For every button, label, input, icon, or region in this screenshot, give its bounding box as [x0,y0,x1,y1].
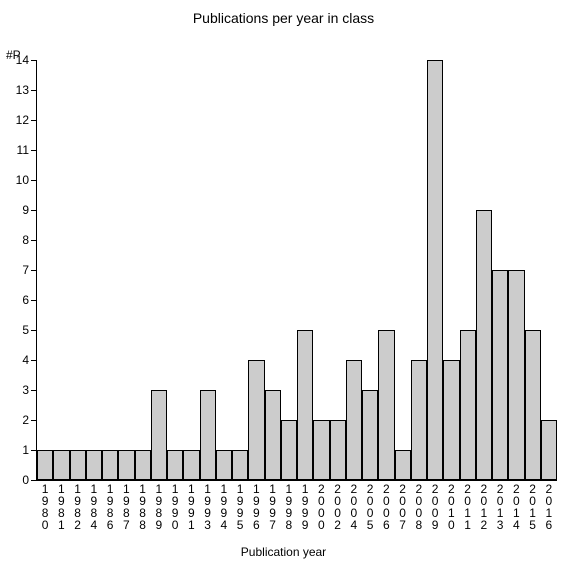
x-axis-title: Publication year [0,545,567,559]
bar [183,450,199,480]
bar [508,270,524,480]
bar [541,420,557,480]
y-tick-label: 4 [22,353,37,367]
bar [53,450,69,480]
x-tick-label: 2009 [427,480,443,531]
chart-title: Publications per year in class [0,10,567,26]
x-tick-label: 2013 [492,480,508,531]
x-tick-label: 1984 [86,480,102,531]
bar [37,450,53,480]
x-tick-label: 1997 [265,480,281,531]
bar [102,450,118,480]
y-tick-label: 5 [22,323,37,337]
bar [216,450,232,480]
plot-area: 0123456789101112131419801981198219841986… [36,60,557,481]
y-tick-label: 6 [22,293,37,307]
x-tick-label: 2010 [443,480,459,531]
x-tick-label: 1991 [183,480,199,531]
chart-container: Publications per year in class #P 012345… [0,0,567,567]
bar [281,420,297,480]
bar [346,360,362,480]
x-tick-label: 2007 [395,480,411,531]
y-tick-label: 8 [22,233,37,247]
bar [151,390,167,480]
y-tick-label: 9 [22,203,37,217]
x-tick-label: 1982 [70,480,86,531]
x-tick-label: 1981 [53,480,69,531]
y-tick-label: 13 [16,83,37,97]
y-tick-label: 3 [22,383,37,397]
x-tick-label: 2006 [378,480,394,531]
y-tick-label: 14 [16,53,37,67]
bar [525,330,541,480]
y-tick-label: 12 [16,113,37,127]
x-tick-label: 1987 [118,480,134,531]
x-tick-label: 2002 [330,480,346,531]
y-tick-label: 10 [16,173,37,187]
y-tick-label: 11 [17,143,37,157]
x-tick-label: 1980 [37,480,53,531]
bar [395,450,411,480]
bar [411,360,427,480]
bar [118,450,134,480]
bar [476,210,492,480]
x-tick-label: 1990 [167,480,183,531]
x-tick-label: 1986 [102,480,118,531]
x-tick-label: 1995 [232,480,248,531]
x-tick-label: 2014 [508,480,524,531]
x-tick-label: 2005 [362,480,378,531]
y-tick-label: 1 [22,443,37,457]
bar [248,360,264,480]
bar [362,390,378,480]
x-tick-label: 1993 [200,480,216,531]
x-tick-label: 1988 [135,480,151,531]
bar [492,270,508,480]
x-tick-label: 2008 [411,480,427,531]
x-tick-label: 1994 [216,480,232,531]
x-tick-label: 1996 [248,480,264,531]
bar [86,450,102,480]
x-tick-label: 2012 [476,480,492,531]
x-tick-label: 1989 [151,480,167,531]
bar [378,330,394,480]
x-tick-label: 2016 [541,480,557,531]
x-tick-label: 1999 [297,480,313,531]
x-tick-label: 2000 [313,480,329,531]
y-tick-label: 0 [22,473,37,487]
bar [232,450,248,480]
x-tick-label: 2015 [525,480,541,531]
bar [460,330,476,480]
y-tick-label: 7 [22,263,37,277]
bar [200,390,216,480]
bar [265,390,281,480]
bar [313,420,329,480]
x-tick-label: 1998 [281,480,297,531]
bar [427,60,443,480]
bar [297,330,313,480]
y-tick-label: 2 [22,413,37,427]
bar [135,450,151,480]
bar [70,450,86,480]
bar [443,360,459,480]
bar [330,420,346,480]
bar [167,450,183,480]
x-tick-label: 2011 [460,480,476,531]
x-tick-label: 2004 [346,480,362,531]
